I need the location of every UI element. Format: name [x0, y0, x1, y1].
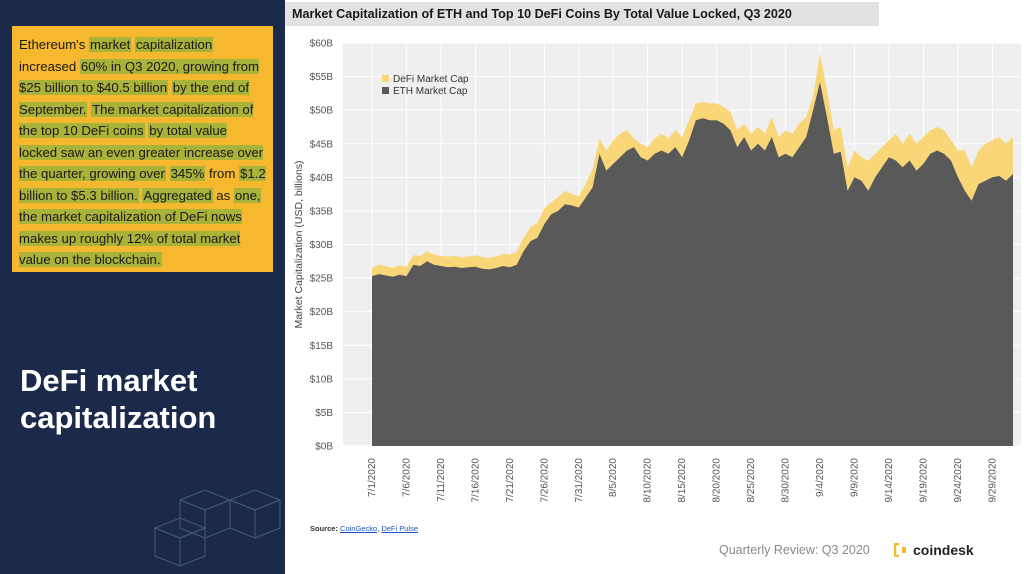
legend-swatch-eth — [382, 87, 389, 94]
x-tick-label: 7/1/2020 — [367, 458, 378, 497]
x-tick-label: 7/21/2020 — [505, 458, 516, 503]
area-chart: $0B $5B $10B $15B $20B $25B $30B $35B $40B $45B $5… — [293, 39, 1021, 503]
x-tick-label: 8/10/2020 — [643, 458, 654, 503]
summary-highlight: market — [88, 37, 132, 52]
y-tick-label: $0B — [315, 442, 333, 453]
x-tick-label: 8/20/2020 — [712, 458, 723, 503]
y-tick-label: $50B — [310, 106, 334, 117]
x-tick-label: 8/15/2020 — [677, 458, 688, 503]
y-tick-label: $35B — [310, 206, 334, 217]
coindesk-wordmark: coindesk — [913, 542, 974, 558]
y-tick-label: $40B — [310, 173, 334, 184]
legend-label-eth: ETH Market Cap — [393, 86, 468, 97]
summary-highlight: 345% — [169, 166, 206, 181]
y-tick-label: $25B — [310, 274, 334, 285]
summary-segment: as — [212, 187, 234, 203]
x-tick-label: 7/31/2020 — [574, 458, 585, 503]
x-tick-label: 9/24/2020 — [953, 458, 964, 503]
legend-label-defi: DeFi Market Cap — [393, 74, 469, 85]
x-tick-label: 9/14/2020 — [884, 458, 895, 503]
summary-segment — [166, 166, 170, 181]
y-axis-label: Market Capitalization (USD, billions) — [293, 160, 305, 328]
summary-segment: from — [205, 166, 239, 181]
x-tick-label: 7/26/2020 — [539, 458, 550, 503]
source-link-coingecko[interactable]: CoinGecko — [340, 524, 378, 533]
series-eth-market-cap — [372, 82, 1013, 446]
x-tick-label: 9/9/2020 — [849, 458, 860, 497]
summary-highlight: capitalization — [134, 37, 214, 52]
summary-highlight: Aggregated — [142, 187, 213, 203]
x-tick-label: 7/11/2020 — [436, 458, 447, 502]
x-tick-label: 7/16/2020 — [470, 458, 481, 503]
y-tick-label: $5B — [315, 408, 333, 419]
y-tick-label: $60B — [310, 39, 334, 50]
chart-title-bar: Market Capitalization of ETH and Top 10 … — [285, 2, 879, 26]
x-tick-label: 9/19/2020 — [918, 458, 929, 503]
coindesk-logo: coindesk — [894, 542, 974, 558]
left-panel: Ethereum's market capitalization increas… — [0, 0, 285, 574]
panel-title: DeFi market capitalization — [20, 363, 217, 435]
source-line: Source: CoinGecko, DeFi Pulse — [310, 524, 418, 533]
coindesk-bracket-icon — [894, 543, 906, 557]
source-separator: , — [377, 524, 380, 533]
x-tick-label: 8/25/2020 — [746, 458, 757, 503]
summary-box: Ethereum's market capitalization increas… — [12, 26, 273, 272]
legend-swatch-defi — [382, 75, 389, 82]
y-tick-label: $10B — [310, 374, 334, 385]
source-link-defipulse[interactable]: DeFi Pulse — [381, 524, 419, 533]
y-tick-label: $45B — [310, 139, 334, 150]
y-tick-label: $15B — [310, 341, 334, 352]
x-tick-label: 8/5/2020 — [608, 458, 619, 497]
y-tick-label: $55B — [310, 72, 334, 83]
x-tick-label: 9/4/2020 — [815, 458, 826, 497]
footer-review-text: Quarterly Review: Q3 2020 — [719, 543, 870, 557]
summary-segment: increased — [19, 58, 80, 74]
summary-segment: Ethereum's — [19, 37, 89, 52]
source-label: Source: — [310, 524, 338, 533]
x-tick-label: 8/30/2020 — [781, 458, 792, 503]
y-tick-label: $30B — [310, 240, 334, 251]
cube-decoration-icon — [153, 490, 282, 567]
x-tick-label: 9/29/2020 — [987, 458, 998, 503]
y-tick-label: $20B — [310, 307, 334, 318]
chart-title: Market Capitalization of ETH and Top 10 … — [292, 7, 792, 21]
x-tick-label: 7/6/2020 — [401, 458, 412, 497]
summary-text: Ethereum's market capitalization increas… — [19, 34, 267, 271]
